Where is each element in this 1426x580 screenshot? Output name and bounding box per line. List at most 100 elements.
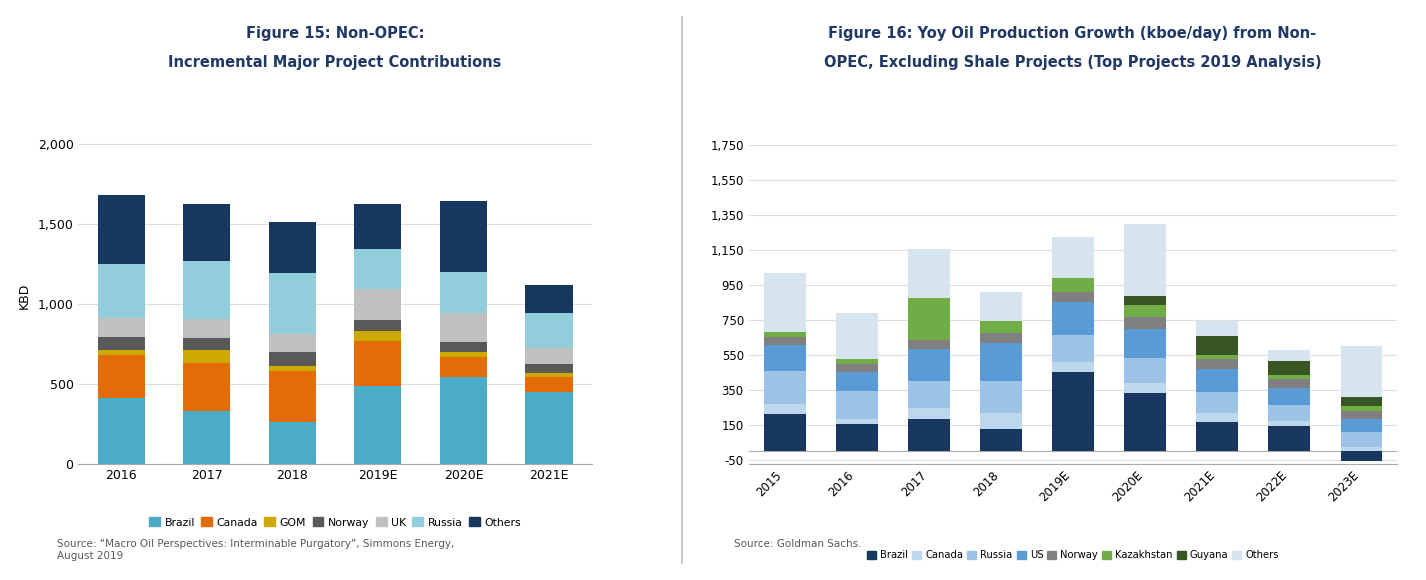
- Bar: [836, 359, 877, 364]
- Bar: [183, 262, 230, 319]
- Y-axis label: KBD: KBD: [17, 282, 31, 309]
- Bar: [1052, 362, 1094, 372]
- Bar: [1269, 375, 1310, 379]
- Bar: [1124, 296, 1166, 305]
- Bar: [980, 381, 1022, 414]
- Bar: [439, 357, 486, 378]
- Bar: [439, 352, 486, 357]
- Bar: [764, 404, 806, 414]
- Bar: [525, 364, 572, 373]
- Legend: Brazil, Canada, Russia, US, Norway, Kazakhstan, Guyana, Others: Brazil, Canada, Russia, US, Norway, Kaza…: [863, 546, 1283, 564]
- Bar: [525, 373, 572, 378]
- Bar: [354, 340, 401, 386]
- Bar: [1124, 393, 1166, 451]
- Bar: [354, 249, 401, 289]
- Bar: [354, 289, 401, 320]
- Bar: [1124, 329, 1166, 358]
- Bar: [980, 414, 1022, 429]
- Bar: [439, 342, 486, 352]
- Bar: [980, 321, 1022, 333]
- Text: Figure 16: Yoy Oil Production Growth (kboe/day) from Non-: Figure 16: Yoy Oil Production Growth (kb…: [829, 26, 1316, 41]
- Bar: [183, 319, 230, 338]
- Text: Source: “Macro Oil Perspectives: Interminable Purgatory”, Simmons Energy,
August: Source: “Macro Oil Perspectives: Intermi…: [57, 539, 455, 561]
- Bar: [1196, 355, 1238, 359]
- Bar: [268, 367, 315, 371]
- Bar: [439, 201, 486, 272]
- Bar: [1124, 224, 1166, 296]
- Bar: [1340, 432, 1382, 447]
- Bar: [908, 298, 950, 340]
- Bar: [1340, 397, 1382, 407]
- Bar: [836, 313, 877, 359]
- Bar: [97, 350, 144, 355]
- Bar: [764, 414, 806, 451]
- Bar: [268, 352, 315, 367]
- Bar: [268, 222, 315, 273]
- Bar: [908, 381, 950, 408]
- Bar: [836, 424, 877, 451]
- Bar: [354, 386, 401, 464]
- Bar: [1196, 369, 1238, 392]
- Bar: [183, 350, 230, 363]
- Bar: [439, 313, 486, 342]
- Bar: [764, 345, 806, 371]
- Bar: [439, 378, 486, 464]
- Bar: [1340, 411, 1382, 419]
- Bar: [836, 364, 877, 372]
- Bar: [764, 338, 806, 345]
- Bar: [268, 371, 315, 422]
- Bar: [1269, 361, 1310, 375]
- Bar: [980, 333, 1022, 343]
- Text: OPEC, Excluding Shale Projects (Top Projects 2019 Analysis): OPEC, Excluding Shale Projects (Top Proj…: [824, 55, 1320, 70]
- Bar: [980, 429, 1022, 451]
- Bar: [1052, 278, 1094, 292]
- Bar: [1269, 350, 1310, 361]
- Bar: [1196, 392, 1238, 414]
- Bar: [183, 363, 230, 411]
- Bar: [908, 249, 950, 298]
- Bar: [1340, 451, 1382, 461]
- Bar: [183, 338, 230, 350]
- Bar: [836, 372, 877, 392]
- Bar: [1269, 421, 1310, 426]
- Bar: [908, 419, 950, 451]
- Bar: [1269, 379, 1310, 388]
- Bar: [1340, 447, 1382, 451]
- Bar: [97, 318, 144, 338]
- Bar: [525, 392, 572, 464]
- Bar: [764, 273, 806, 332]
- Bar: [183, 411, 230, 464]
- Bar: [908, 408, 950, 419]
- Text: Incremental Major Project Contributions: Incremental Major Project Contributions: [168, 55, 502, 70]
- Bar: [97, 338, 144, 350]
- Bar: [1340, 407, 1382, 411]
- Bar: [980, 343, 1022, 381]
- Bar: [1052, 372, 1094, 451]
- Bar: [525, 313, 572, 348]
- Bar: [764, 371, 806, 404]
- Bar: [97, 355, 144, 398]
- Bar: [354, 331, 401, 340]
- Bar: [439, 272, 486, 313]
- Bar: [183, 205, 230, 262]
- Bar: [525, 285, 572, 313]
- Bar: [1196, 414, 1238, 422]
- Bar: [1269, 426, 1310, 451]
- Bar: [1124, 305, 1166, 317]
- Bar: [1052, 237, 1094, 278]
- Bar: [836, 392, 877, 419]
- Bar: [1196, 321, 1238, 336]
- Bar: [97, 264, 144, 318]
- Bar: [1269, 405, 1310, 421]
- Bar: [1052, 292, 1094, 302]
- Bar: [1052, 335, 1094, 362]
- Bar: [1196, 422, 1238, 451]
- Bar: [980, 292, 1022, 321]
- Legend: Brazil, Canada, GOM, Norway, UK, Russia, Others: Brazil, Canada, GOM, Norway, UK, Russia,…: [145, 513, 525, 532]
- Bar: [1124, 317, 1166, 329]
- Bar: [1340, 346, 1382, 397]
- Bar: [354, 320, 401, 331]
- Bar: [354, 205, 401, 249]
- Bar: [525, 378, 572, 392]
- Bar: [97, 195, 144, 264]
